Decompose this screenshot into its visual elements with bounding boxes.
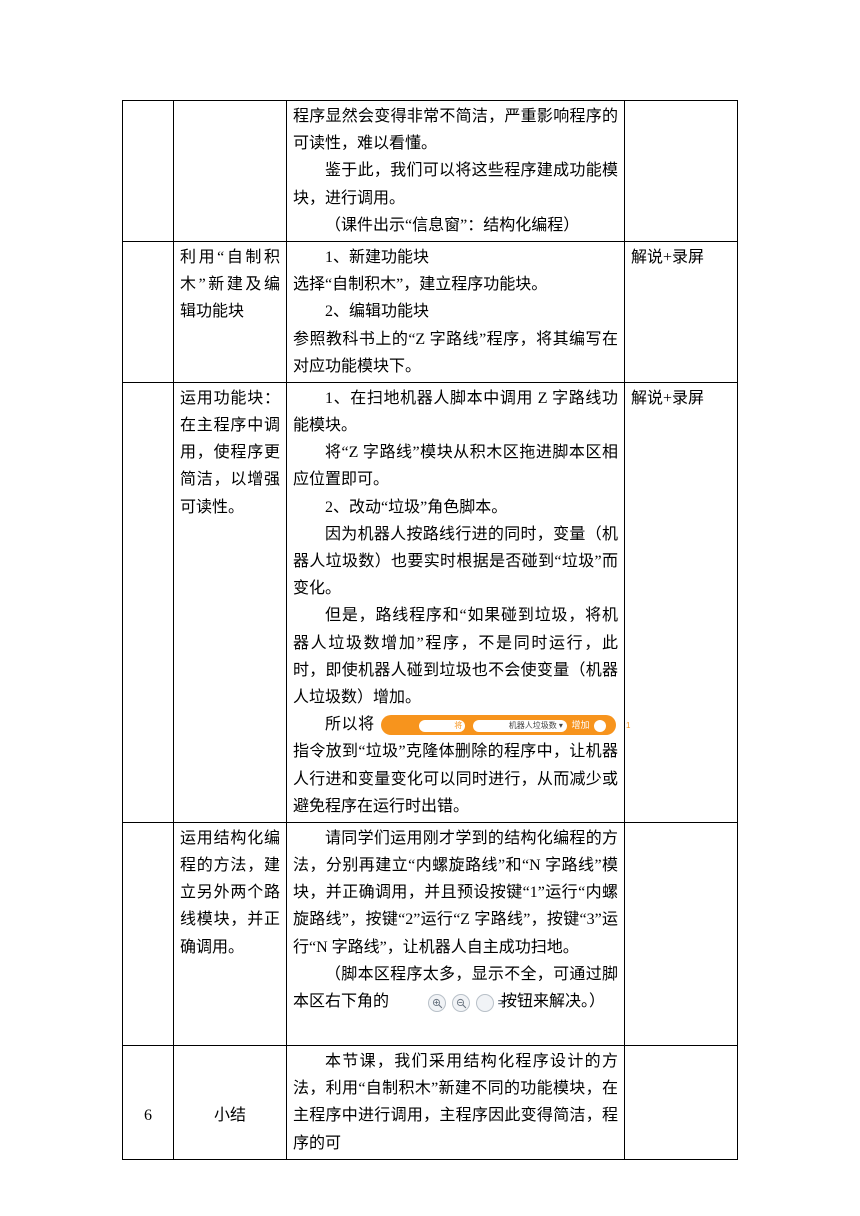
- cell-note: [625, 1046, 738, 1160]
- cell-topic: 利用“自制积木”新建及编辑功能块: [174, 241, 287, 382]
- paragraph: 2、编辑功能块: [293, 298, 618, 325]
- paragraph: 本节课，我们采用结构化程序设计的方法，利用“自制积木”新建不同的功能模块，在主程…: [293, 1048, 618, 1157]
- paragraph: 2、改动“垃圾”角色脚本。: [293, 494, 618, 521]
- paragraph: 选择“自制积木”，建立程序功能块。: [293, 276, 547, 293]
- text-run: 所以将: [325, 716, 375, 733]
- text-run: 按钮来解决。）: [501, 993, 605, 1010]
- paragraph: 1、在扫地机器人脚本中调用 Z 字路线功能模块。: [293, 385, 618, 439]
- paragraph: 参照教科书上的“Z 字路线”程序，将其编写在对应功能模块下。: [293, 331, 618, 375]
- paragraph: 请同学们运用刚才学到的结构化编程的方法，分别再建立“内螺旋路线”和“N 字路线”…: [293, 825, 618, 961]
- text-run: 指令放到“垃圾”克隆体删除的程序中，让机器人行进和变量变化可以同时进行，从而减少…: [293, 743, 618, 814]
- cell-content: 本节课，我们采用结构化程序设计的方法，利用“自制积木”新建不同的功能模块，在主程…: [287, 1046, 625, 1160]
- scratch-block-icon: 将 机器人垃圾数 ▾ 增加 1: [381, 715, 616, 735]
- table-row: 6 小结 本节课，我们采用结构化程序设计的方法，利用“自制积木”新建不同的功能模…: [123, 1046, 738, 1160]
- table-row: 运用结构化编程的方法，建立另外两个路线模块，并正确调用。 请同学们运用刚才学到的…: [123, 822, 738, 1045]
- cell-topic: [174, 101, 287, 242]
- block-value: 1: [594, 720, 606, 732]
- zoom-reset-icon: =: [476, 994, 494, 1012]
- paragraph: 因为机器人按路线行进的同时，变量（机器人垃圾数）也要实时根据是否碰到“垃圾”而变…: [293, 521, 618, 603]
- cell-topic: 运用功能块：在主程序中调用，使程序更简洁，以增强可读性。: [174, 382, 287, 822]
- paragraph: 鉴于此，我们可以将这些程序建成功能模块，进行调用。: [293, 157, 618, 211]
- paragraph: 但是，路线程序和“如果碰到垃圾，将机器人垃圾数增加”程序，不是同时运行，此时，即…: [293, 602, 618, 711]
- cell-no: [123, 241, 174, 382]
- table-row: 利用“自制积木”新建及编辑功能块 1、新建功能块 选择“自制积木”，建立程序功能…: [123, 241, 738, 382]
- cell-topic: 运用结构化编程的方法，建立另外两个路线模块，并正确调用。: [174, 822, 287, 1045]
- table-row: 程序显然会变得非常不简洁，严重影响程序的可读性，难以看懂。 鉴于此，我们可以将这…: [123, 101, 738, 242]
- paragraph: （脚本区程序太多，显示不全，可通过脚本区右下角的 = 按钮来解决。）: [293, 961, 618, 1016]
- cell-note: [625, 822, 738, 1045]
- cell-no: 6: [123, 1046, 174, 1160]
- paragraph: 将“Z 字路线”模块从积木区拖进脚本区相应位置即可。: [293, 439, 618, 493]
- lesson-table: 程序显然会变得非常不简洁，严重影响程序的可读性，难以看懂。 鉴于此，我们可以将这…: [122, 100, 738, 1160]
- cell-no: [123, 822, 174, 1045]
- cell-content: 请同学们运用刚才学到的结构化编程的方法，分别再建立“内螺旋路线”和“N 字路线”…: [287, 822, 625, 1045]
- topic-label: 小结: [214, 1107, 246, 1124]
- cell-note: 解说+录屏: [625, 382, 738, 822]
- zoom-controls-icon: =: [395, 989, 495, 1016]
- cell-no: [123, 382, 174, 822]
- cell-topic: 小结: [174, 1046, 287, 1160]
- block-variable: 机器人垃圾数 ▾: [473, 720, 567, 732]
- zoom-in-icon: [428, 994, 446, 1012]
- cell-note: 解说+录屏: [625, 241, 738, 382]
- paragraph: （课件出示“信息窗”：结构化编程）: [293, 212, 618, 239]
- block-op: 增加: [571, 720, 589, 730]
- cell-content: 程序显然会变得非常不简洁，严重影响程序的可读性，难以看懂。 鉴于此，我们可以将这…: [287, 101, 625, 242]
- paragraph: 程序显然会变得非常不简洁，严重影响程序的可读性，难以看懂。: [293, 108, 618, 152]
- cell-note: [625, 101, 738, 242]
- cell-no: [123, 101, 174, 242]
- table-row: 运用功能块：在主程序中调用，使程序更简洁，以增强可读性。 1、在扫地机器人脚本中…: [123, 382, 738, 822]
- paragraph: 1、新建功能块: [293, 244, 618, 271]
- row-number: 6: [144, 1107, 152, 1124]
- block-keyword: 将: [419, 720, 465, 732]
- document-page: 程序显然会变得非常不简洁，严重影响程序的可读性，难以看懂。 鉴于此，我们可以将这…: [0, 0, 860, 1216]
- cell-content: 1、新建功能块 选择“自制积木”，建立程序功能块。 2、编辑功能块 参照教科书上…: [287, 241, 625, 382]
- cell-content: 1、在扫地机器人脚本中调用 Z 字路线功能模块。 将“Z 字路线”模块从积木区拖…: [287, 382, 625, 822]
- paragraph: 所以将 将 机器人垃圾数 ▾ 增加 1 指令放到“垃圾”克隆体删除的程序中，让机…: [293, 711, 618, 820]
